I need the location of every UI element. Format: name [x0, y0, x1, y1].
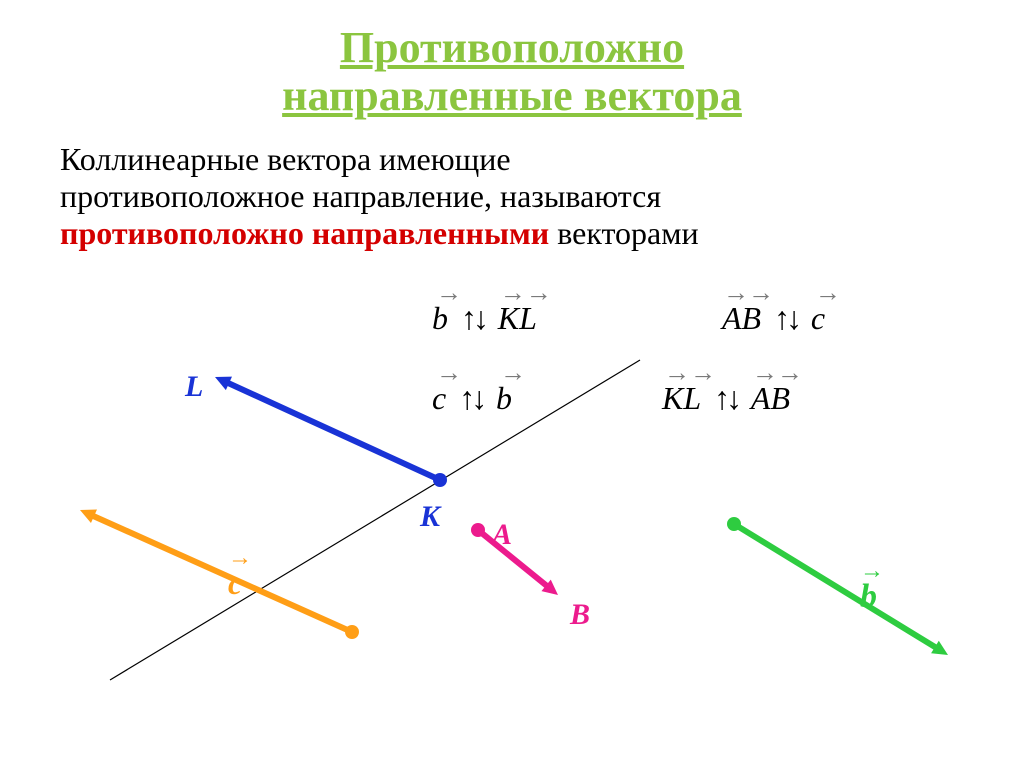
guide-line [110, 360, 640, 680]
vector-c [80, 510, 359, 639]
vector-KL [215, 377, 447, 487]
vector-label-AB-B: B [570, 598, 590, 632]
vector-label-KL-K: K [420, 500, 440, 534]
vector-label-AB-A: A [492, 518, 512, 552]
vectors-diagram [0, 0, 1024, 767]
vector-AB [471, 523, 558, 595]
vector-b [727, 517, 948, 655]
vector-label-b-b: →b [860, 578, 877, 616]
vector-label-KL-L: L [185, 370, 203, 404]
vector-label-c-c: →c [228, 565, 242, 602]
